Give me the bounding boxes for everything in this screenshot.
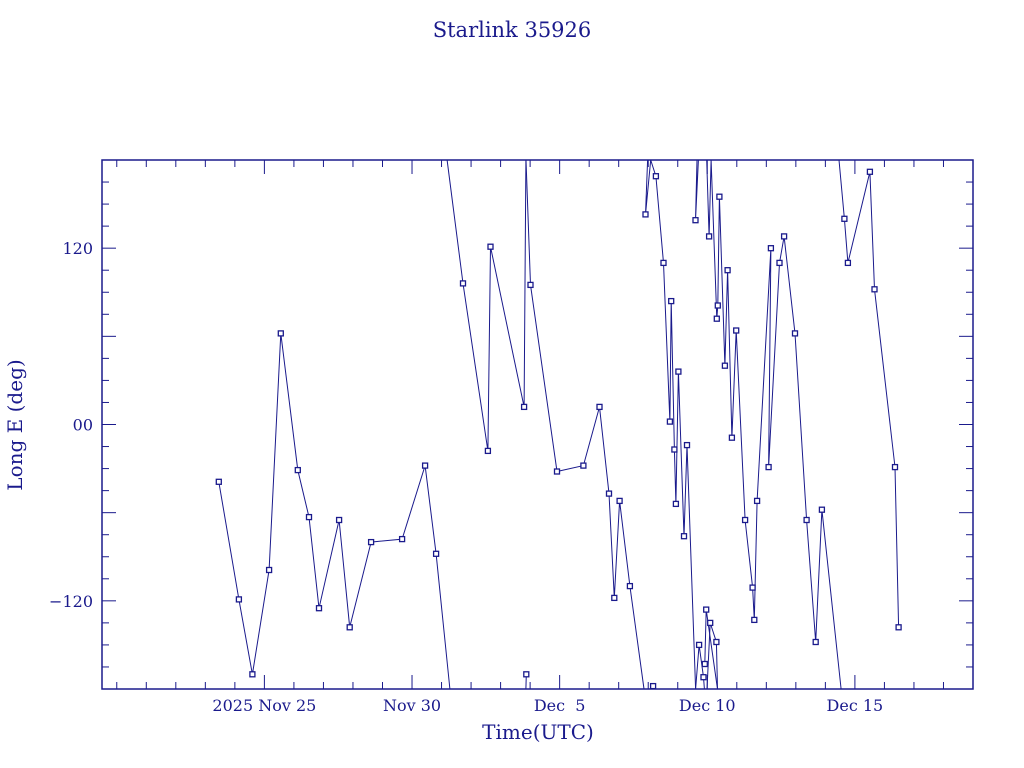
data-point [701, 660, 708, 668]
data-point [895, 624, 902, 631]
data-point [844, 259, 852, 267]
data-point [692, 217, 699, 224]
data-point [765, 463, 772, 471]
data-point [818, 506, 826, 513]
data-point [705, 233, 713, 240]
data-point [335, 516, 343, 524]
x-tick-label: 2025 Nov 25 [212, 696, 316, 715]
x-tick-label: Dec 5 [534, 696, 586, 715]
data-point [675, 368, 682, 375]
data-point [249, 671, 256, 678]
data-point [714, 302, 721, 309]
tick-labels: 120 00 −120 2025 Nov 25 Nov 30 Dec 5 Dec 10 Dec… [49, 239, 883, 715]
data-point [724, 267, 731, 274]
tick-marks [102, 160, 973, 689]
data-point [398, 535, 406, 543]
data-point [666, 418, 674, 425]
series-line-6 [695, 644, 705, 690]
data-point [235, 596, 243, 603]
data-point [695, 641, 703, 649]
data-point [215, 478, 222, 485]
series-line-10 [706, 159, 842, 690]
data-point [520, 403, 528, 411]
data-point [707, 619, 714, 627]
data-point [733, 327, 740, 334]
y-tick-label: 120 [62, 239, 93, 258]
data-point [611, 594, 618, 602]
data-point [265, 566, 273, 574]
series-group [215, 159, 902, 690]
data-point [671, 446, 678, 453]
series-line-9 [695, 159, 699, 221]
data-point [741, 516, 749, 524]
data-point [728, 434, 736, 441]
data-point [523, 671, 530, 678]
y-tick-label: 00 [73, 416, 93, 435]
data-point [642, 211, 649, 218]
data-point [277, 330, 284, 337]
data-point [626, 582, 634, 590]
data-point [346, 624, 353, 631]
series-line-0 [218, 333, 451, 690]
x-tick-label: Nov 30 [383, 696, 441, 715]
data-point [605, 490, 613, 497]
data-point [721, 362, 729, 369]
data-point [680, 533, 688, 540]
data-point [315, 605, 323, 612]
plot-frame [101, 159, 974, 690]
y-tick-label: −120 [49, 592, 93, 611]
data-point [866, 168, 874, 175]
data-point [812, 638, 819, 646]
data-point [791, 330, 799, 337]
series-line-1 [446, 159, 527, 451]
data-point [767, 245, 775, 252]
data-point [616, 497, 623, 505]
data-point [305, 513, 313, 521]
chart-title: Starlink 35926 [433, 18, 592, 42]
data-point [660, 259, 667, 267]
data-point [580, 462, 587, 469]
series-line-3 [525, 159, 645, 690]
data-point [749, 584, 756, 591]
data-point [668, 297, 675, 305]
data-point [421, 462, 429, 469]
data-point [803, 516, 810, 524]
data-point [484, 447, 492, 455]
data-point [652, 173, 660, 180]
data-point [459, 280, 467, 287]
data-point [527, 281, 534, 289]
data-point [487, 243, 494, 250]
x-tick-label: Dec 15 [827, 696, 884, 715]
data-point [716, 193, 723, 200]
series-line-8 [706, 622, 718, 690]
series-line-11 [838, 159, 900, 628]
data-point [683, 441, 691, 449]
data-point [703, 606, 710, 613]
data-point [649, 682, 657, 690]
data-point [841, 215, 848, 222]
data-point [700, 674, 707, 681]
data-point [753, 497, 761, 505]
data-point [367, 538, 375, 546]
data-point [891, 463, 899, 471]
data-point [294, 466, 301, 474]
data-point [776, 259, 783, 267]
y-axis-label: Long E (deg) [3, 359, 27, 490]
data-point [751, 616, 758, 624]
data-point [596, 403, 603, 411]
data-point [553, 468, 561, 475]
data-point [871, 286, 878, 293]
x-axis-label: Time(UTC) [482, 720, 594, 744]
data-point [713, 638, 720, 646]
x-tick-label: Dec 10 [679, 696, 736, 715]
data-point [672, 500, 680, 508]
data-point [713, 315, 720, 322]
data-point [780, 233, 788, 240]
data-point [432, 550, 440, 557]
